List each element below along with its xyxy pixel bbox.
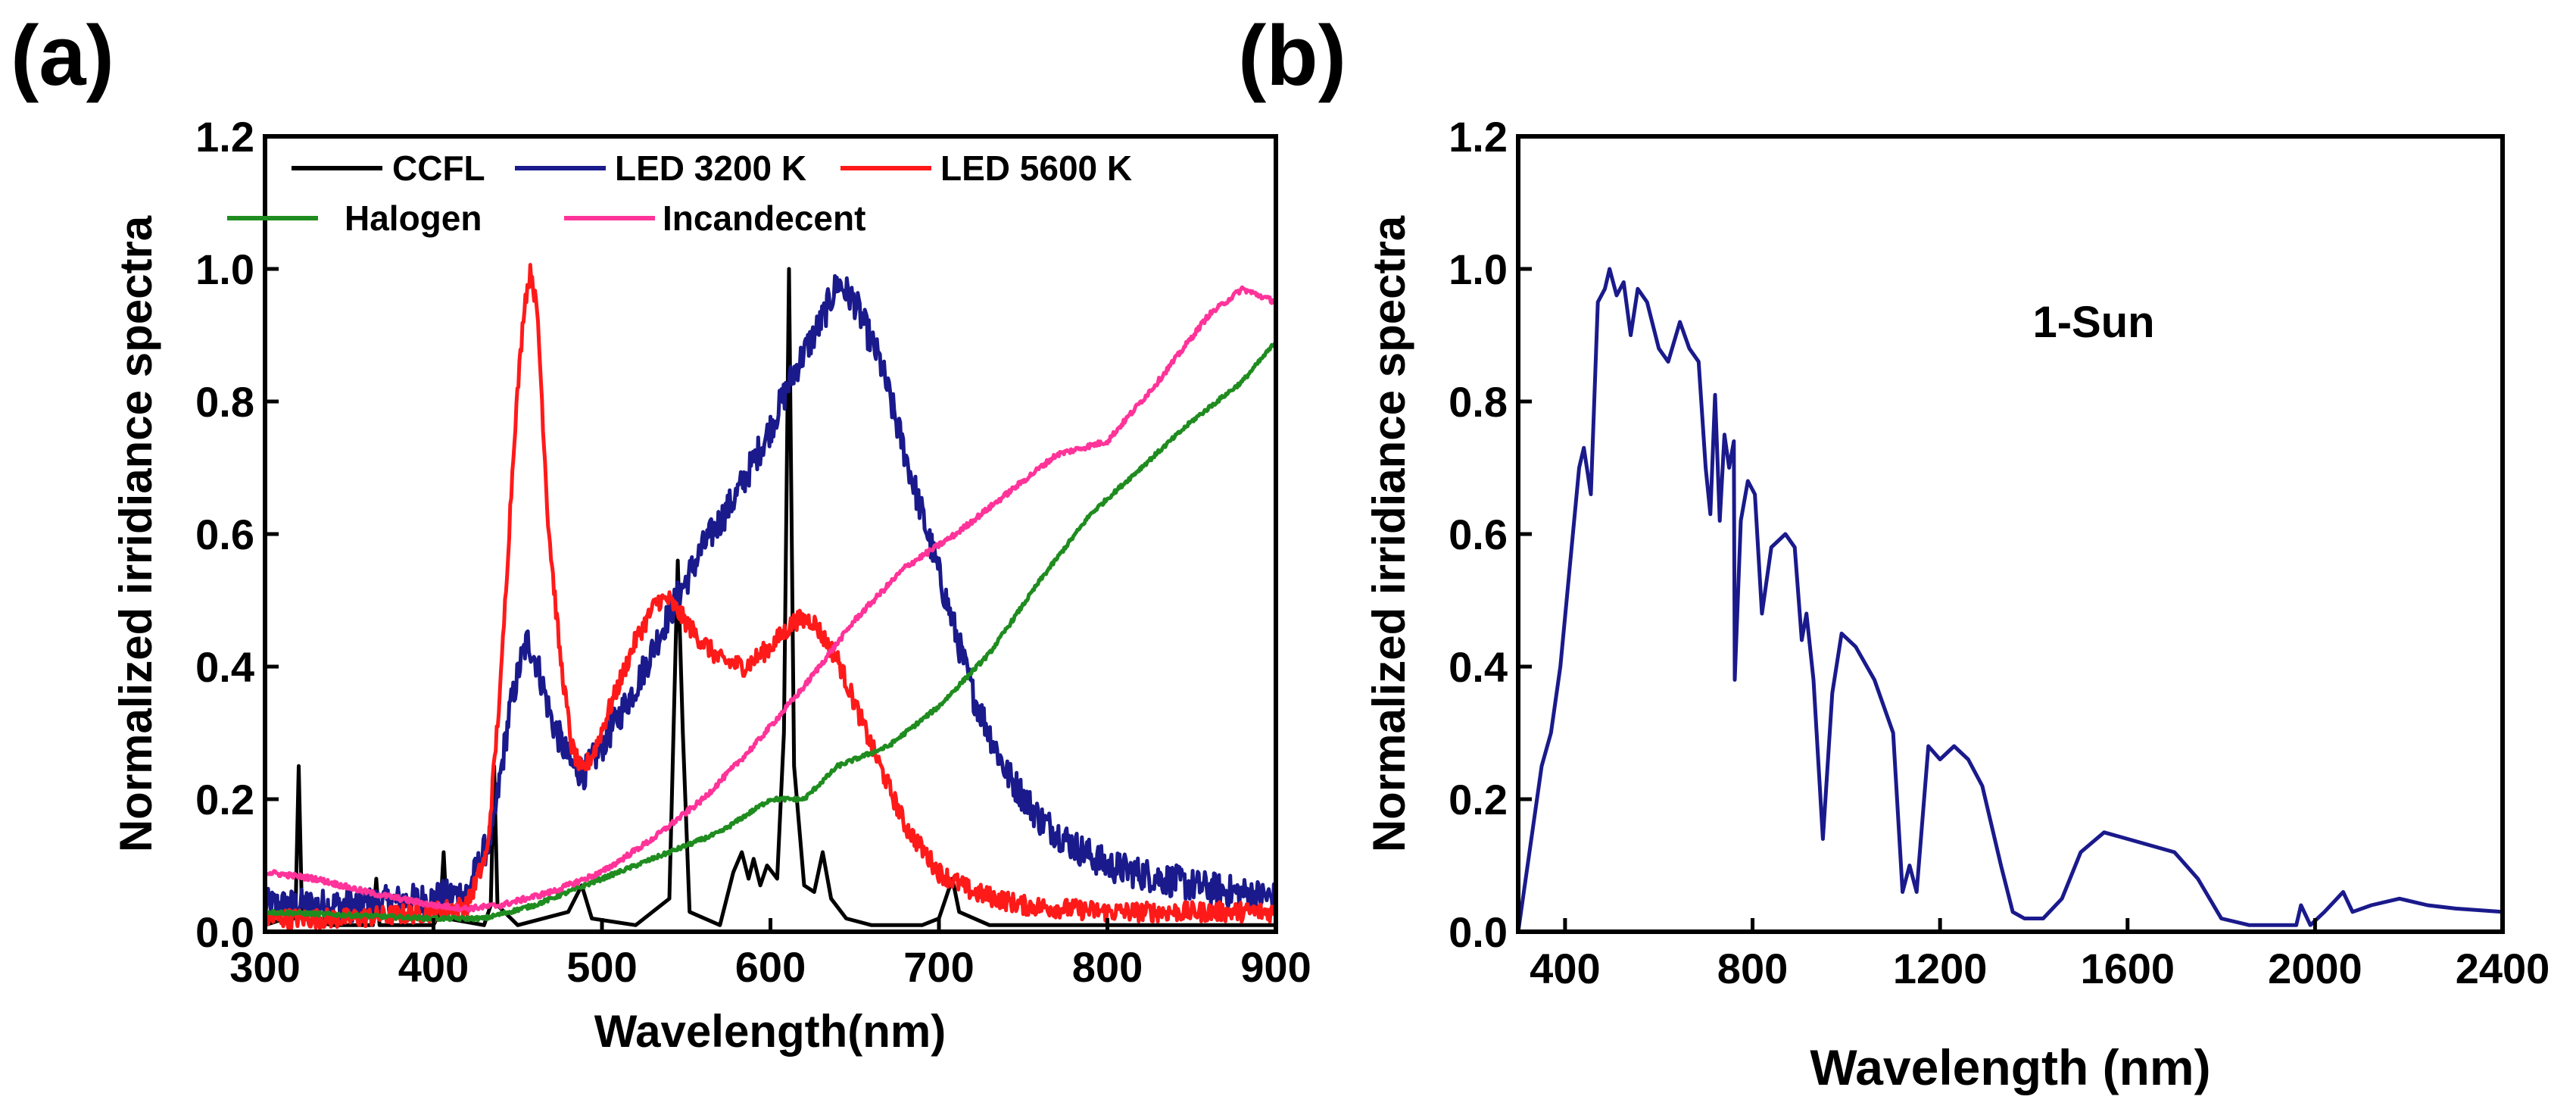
panel-b-x-tick-label: 2000 xyxy=(2268,945,2362,992)
panel-a-series xyxy=(263,263,1278,931)
panel-b: (b) 400 800 1200 1600 2000 2400 0.0 0.2 0.4 0.6 0.… xyxy=(1238,8,2549,1095)
panel-a-series-led-3200-k xyxy=(263,273,1278,924)
panel-b-series-1-sun xyxy=(1516,267,2503,932)
panel-b-y-tick-label: 0.8 xyxy=(1449,378,1508,426)
panel-a-x-tick-label: 900 xyxy=(1240,943,1311,991)
legend-label-ccfl: CCFL xyxy=(392,148,485,188)
panel-a-series-incandecent xyxy=(264,285,1277,913)
panel-a-y-tick-label: 0.4 xyxy=(195,643,254,691)
panel-a-series-led-5600-k xyxy=(263,263,1278,931)
panel-a: (a) 300 400 500 600 700 800 900 0.0 0.2 0.4 0.6 0.8… xyxy=(11,8,1311,1057)
panel-a-x-axis-label: Wavelength(nm) xyxy=(594,1006,946,1057)
panel-b-y-tick-label: 0.6 xyxy=(1449,511,1508,558)
panel-b-annotation: 1-Sun xyxy=(2032,298,2154,347)
panel-b-x-tick-label: 800 xyxy=(1717,945,1788,992)
panel-b-x-tick-label: 1600 xyxy=(2080,945,2175,992)
legend-label-led-3200k: LED 3200 K xyxy=(615,148,806,188)
panel-b-y-tick-label: 0.4 xyxy=(1449,643,1508,691)
panel-b-series xyxy=(1516,267,2503,932)
panel-a-y-tick-label: 0.6 xyxy=(195,511,254,558)
panel-a-y-tick-label: 0.8 xyxy=(195,378,254,426)
panel-b-label: (b) xyxy=(1238,8,1346,103)
panel-a-y-tick-label: 1.2 xyxy=(195,113,254,161)
panel-a-y-tick-label: 0.0 xyxy=(195,908,254,956)
panel-a-label: (a) xyxy=(11,8,114,103)
panel-a-y-axis-label: Normalized irridiance spectra xyxy=(111,215,161,852)
panel-a-y-tick-label: 0.2 xyxy=(195,776,254,823)
panel-a-x-tick-label: 800 xyxy=(1072,943,1143,991)
panel-a-plot-frame xyxy=(263,134,1278,934)
legend-label-incandecent: Incandecent xyxy=(663,198,865,238)
panel-b-y-axis-label: Normalized irridiance spectra xyxy=(1364,215,1414,852)
panel-b-x-tick-label: 2400 xyxy=(2456,945,2550,992)
panel-a-x-tick-label: 300 xyxy=(229,943,300,991)
panel-b-x-axis-label: Wavelength (nm) xyxy=(1810,1039,2210,1095)
legend-label-led-5600k: LED 5600 K xyxy=(940,148,1132,188)
panel-b-y-tick-label: 0.2 xyxy=(1449,776,1508,823)
panel-a-y-tick-label: 1.0 xyxy=(195,245,254,293)
panel-b-y-tick-label: 0.0 xyxy=(1449,908,1508,956)
panel-a-x-tick-label: 500 xyxy=(566,943,637,991)
panel-a-series-ccfl xyxy=(264,267,1276,927)
panel-b-y-tick-label: 1.0 xyxy=(1449,245,1508,293)
panel-b-ticks: 400 800 1200 1600 2000 2400 0.0 0.2 0.4 0.6 0.8 1.0… xyxy=(1449,113,2549,992)
panel-a-x-tick-label: 600 xyxy=(735,943,806,991)
legend-label-halogen: Halogen xyxy=(345,198,482,238)
panel-a-x-tick-label: 400 xyxy=(398,943,469,991)
panel-b-y-tick-label: 1.2 xyxy=(1449,113,1508,161)
panel-b-x-tick-label: 1200 xyxy=(1893,945,1988,992)
panel-a-legend: CCFL LED 3200 K LED 5600 K Halogen Incan… xyxy=(227,148,1132,238)
panel-a-x-tick-label: 700 xyxy=(903,943,974,991)
panel-a-ticks: 300 400 500 600 700 800 900 0.0 0.2 0.4 0.6 0.8 1.0 1… xyxy=(195,113,1311,991)
panel-b-plot-frame xyxy=(1516,134,2505,934)
panel-b-x-tick-label: 400 xyxy=(1530,945,1600,992)
